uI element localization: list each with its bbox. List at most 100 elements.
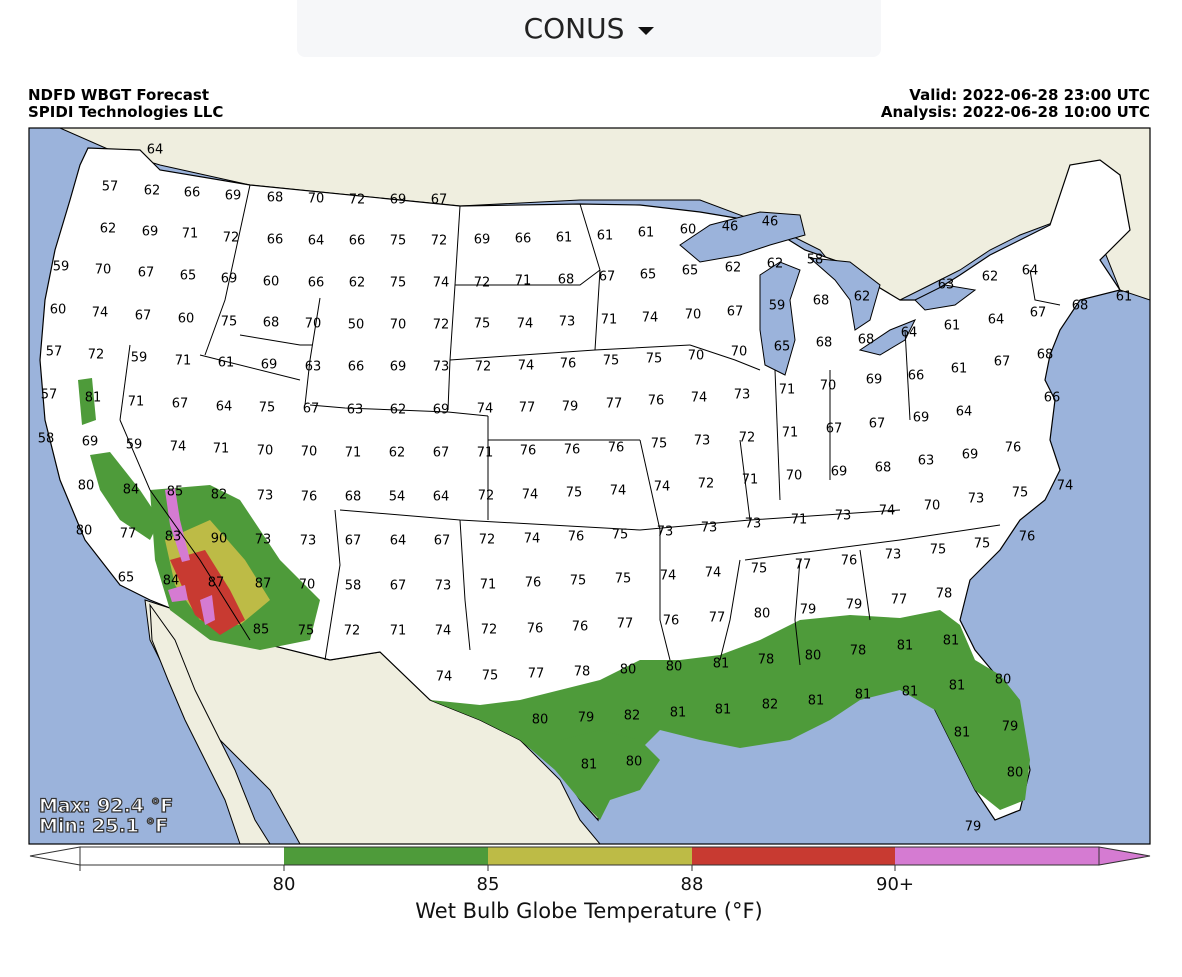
wbgt-value-label: 65	[774, 340, 791, 355]
wbgt-value-label: 68	[558, 273, 575, 288]
wbgt-value-label: 71	[779, 383, 796, 398]
stats-block: Max: 92.4 °F Min: 25.1 °F	[38, 795, 174, 836]
wbgt-value-label: 75	[646, 352, 663, 367]
wbgt-value-label: 65	[640, 268, 657, 283]
wbgt-value-label: 64	[216, 400, 233, 415]
wbgt-value-label: 81	[581, 758, 598, 773]
wbgt-value-label: 76	[568, 530, 585, 545]
wbgt-value-label: 81	[670, 706, 687, 721]
map-title-block: NDFD WBGT Forecast SPIDI Technologies LL…	[28, 87, 223, 121]
wbgt-value-label: 62	[389, 446, 406, 461]
chevron-down-icon	[638, 26, 655, 35]
wbgt-value-label: 62	[725, 261, 742, 276]
wbgt-value-label: 72	[433, 318, 450, 333]
wbgt-value-label: 85	[167, 485, 184, 500]
wbgt-value-label: 84	[163, 574, 180, 589]
wbgt-value-label: 72	[739, 431, 756, 446]
wbgt-value-label: 82	[624, 709, 641, 724]
wbgt-value-label: 80	[78, 479, 95, 494]
colorbar-title: Wet Bulb Globe Temperature (°F)	[415, 899, 763, 923]
wbgt-value-label: 75	[651, 437, 668, 452]
wbgt-value-label: 74	[691, 391, 708, 406]
wbgt-value-label: 73	[968, 492, 985, 507]
wbgt-value-label: 66	[267, 233, 284, 248]
wbgt-value-label: 67	[303, 402, 320, 417]
wbgt-value-label: 74	[433, 276, 450, 291]
wbgt-value-label: 76	[841, 554, 858, 569]
wbgt-value-label: 81	[808, 694, 825, 709]
wbgt-value-label: 81	[713, 657, 730, 672]
wbgt-value-label: 71	[742, 473, 759, 488]
wbgt-value-label: 61	[1116, 290, 1133, 305]
wbgt-value-label: 67	[599, 270, 616, 285]
wbgt-value-label: 68	[813, 294, 830, 309]
wbgt-value-label: 64	[390, 534, 407, 549]
wbgt-value-label: 71	[390, 624, 407, 639]
wbgt-value-label: 75	[390, 276, 407, 291]
wbgt-value-label: 69	[433, 403, 450, 418]
wbgt-value-label: 77	[606, 397, 623, 412]
wbgt-value-label: 58	[345, 579, 362, 594]
wbgt-value-label: 69	[221, 272, 238, 287]
wbgt-value-label: 78	[574, 665, 591, 680]
wbgt-value-label: 70	[301, 445, 318, 460]
wbgt-value-label: 64	[901, 326, 918, 341]
wbgt-value-label: 67	[727, 305, 744, 320]
wbgt-value-label: 73	[435, 579, 452, 594]
wbgt-value-label: 70	[688, 349, 705, 364]
wbgt-value-label: 60	[263, 275, 280, 290]
wbgt-value-label: 74	[705, 566, 722, 581]
wbgt-value-label: 80	[620, 663, 637, 678]
wbgt-value-label: 74	[654, 480, 671, 495]
wbgt-value-label: 68	[263, 316, 280, 331]
wbgt-value-label: 75	[615, 572, 632, 587]
wbgt-value-label: 60	[680, 223, 697, 238]
wbgt-value-label: 72	[475, 360, 492, 375]
colorbar-segment-90	[895, 847, 1099, 865]
wbgt-value-label: 71	[182, 227, 199, 242]
wbgt-value-label: 63	[938, 278, 955, 293]
wbgt-value-label: 60	[178, 312, 195, 327]
wbgt-value-label: 59	[53, 260, 70, 275]
wbgt-value-label: 73	[433, 360, 450, 375]
wbgt-value-label: 73	[255, 533, 272, 548]
wbgt-value-label: 77	[891, 593, 908, 608]
baja-land	[149, 603, 271, 844]
wbgt-value-label: 73	[657, 525, 674, 540]
max-value: Max: 92.4 °F	[38, 795, 174, 817]
wbgt-value-label: 64	[433, 490, 450, 505]
wbgt-value-label: 54	[389, 490, 406, 505]
wbgt-value-label: 85	[253, 623, 270, 638]
wbgt-value-label: 76	[608, 441, 625, 456]
wbgt-value-label: 63	[347, 403, 364, 418]
wbgt-value-label: 62	[349, 276, 366, 291]
colorbar-segment-below80	[80, 847, 284, 865]
wbgt-value-label: 62	[767, 257, 784, 272]
wbgt-value-label: 69	[390, 193, 407, 208]
wbgt-value-label: 80	[76, 524, 93, 539]
wbgt-value-label: 69	[474, 233, 491, 248]
wbgt-value-label: 81	[949, 679, 966, 694]
wbgt-value-label: 81	[715, 703, 732, 718]
wbgt-value-label: 71	[345, 446, 362, 461]
wbgt-value-label: 66	[1044, 391, 1061, 406]
wbgt-value-label: 59	[126, 438, 143, 453]
wbgt-value-label: 73	[835, 509, 852, 524]
wbgt-value-label: 64	[147, 143, 164, 158]
wbgt-value-label: 61	[951, 362, 968, 377]
wbgt-value-label: 61	[638, 226, 655, 241]
lake-huron	[808, 257, 881, 331]
wbgt-value-label: 63	[918, 454, 935, 469]
colorbar: 80 85 88 90+	[29, 846, 1151, 895]
wbgt-value-label: 68	[858, 333, 875, 348]
wbgt-value-label: 78	[758, 653, 775, 668]
region-dropdown[interactable]: CONUS	[297, 0, 881, 57]
wbgt-value-label: 66	[348, 360, 365, 375]
valid-time: Valid: 2022-06-28 23:00 UTC	[909, 86, 1150, 104]
lake-ontario	[914, 284, 977, 311]
wbgt-value-label: 78	[936, 587, 953, 602]
wbgt-value-label: 61	[944, 319, 961, 334]
wbgt-value-label: 74	[518, 359, 535, 374]
wbgt-value-label: 67	[826, 422, 843, 437]
